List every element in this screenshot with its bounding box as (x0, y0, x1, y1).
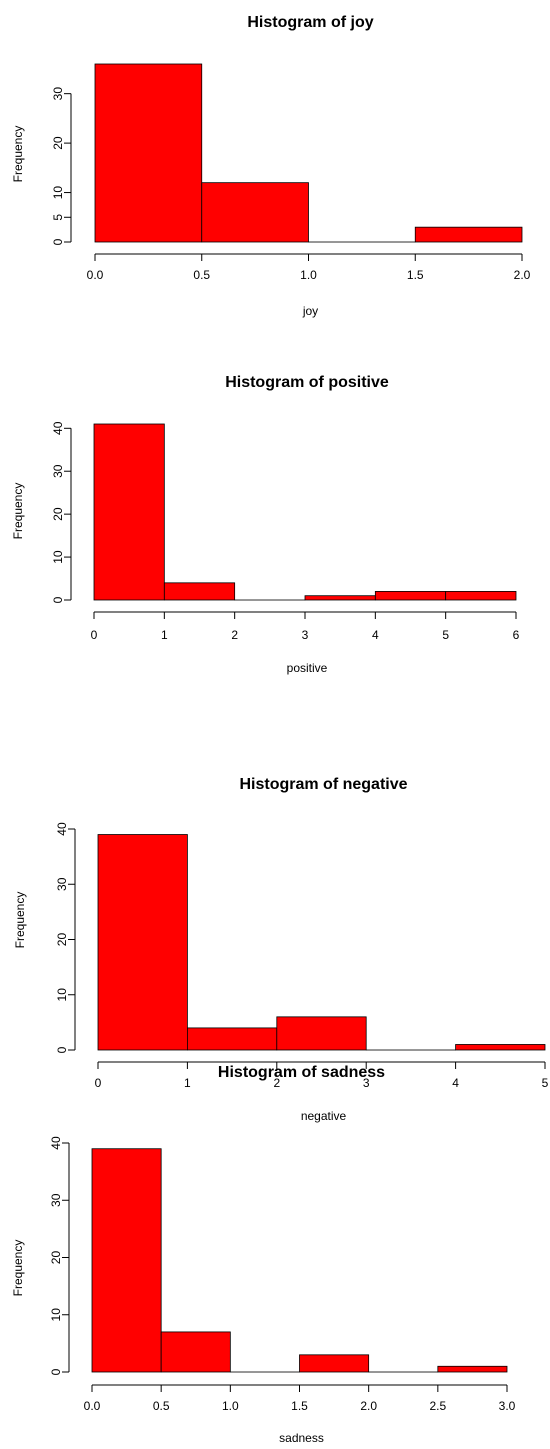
x-tick-label: 6 (513, 628, 520, 642)
y-tick-label: 20 (55, 933, 69, 947)
histogram-bar (414, 226, 523, 243)
histogram-bar (163, 582, 236, 601)
x-axis-label: sadness (279, 1431, 324, 1445)
chart-title: Histogram of joy (247, 14, 373, 31)
y-tick-label: 0 (51, 596, 65, 603)
histogram-bar (91, 1148, 162, 1373)
x-axis-label: joy (302, 304, 318, 318)
x-tick-label: 2.5 (429, 1399, 446, 1413)
x-tick-label: 0 (95, 1076, 102, 1090)
y-tick-label: 10 (51, 550, 65, 564)
x-tick-label: 2 (273, 1076, 280, 1090)
y-tick-label: 20 (49, 1251, 63, 1265)
x-tick-label: 2.0 (514, 268, 531, 282)
x-tick-label: 0.0 (84, 1399, 101, 1413)
y-tick-label: 30 (49, 1193, 63, 1207)
x-tick-label: 1.0 (222, 1399, 239, 1413)
histogram-bar (455, 1044, 546, 1051)
histogram-bar (304, 595, 376, 601)
x-tick-label: 1 (184, 1076, 191, 1090)
x-tick-label: 2.0 (360, 1399, 377, 1413)
y-axis-label: Frequency (11, 1240, 25, 1297)
y-tick-label: 30 (55, 877, 69, 891)
x-tick-label: 3.0 (499, 1399, 516, 1413)
y-tick-label: 20 (51, 136, 65, 150)
y-tick-label: 0 (49, 1368, 63, 1375)
y-tick-label: 20 (51, 507, 65, 521)
x-tick-label: 1 (161, 628, 168, 642)
y-tick-label: 40 (55, 822, 69, 836)
x-tick-label: 1.5 (291, 1399, 308, 1413)
x-tick-label: 5 (542, 1076, 549, 1090)
histogram-bar (374, 591, 447, 601)
chart-title: Histogram of negative (239, 776, 407, 793)
histogram-bar (93, 423, 165, 601)
x-tick-label: 3 (363, 1076, 370, 1090)
x-tick-label: 0.0 (87, 268, 104, 282)
histogram-bar (445, 591, 517, 601)
histogram-bar (276, 1016, 367, 1051)
histogram-bar (97, 834, 188, 1051)
x-tick-label: 4 (372, 628, 379, 642)
y-tick-label: 10 (55, 988, 69, 1002)
y-axis-label: Frequency (13, 892, 27, 949)
y-tick-label: 40 (49, 1136, 63, 1150)
x-tick-label: 1.5 (407, 268, 424, 282)
y-axis-label: Frequency (11, 483, 25, 540)
histogram-bar (160, 1331, 231, 1373)
y-tick-label: 30 (51, 87, 65, 101)
x-tick-label: 4 (452, 1076, 459, 1090)
chart-title: Histogram of positive (225, 374, 389, 391)
y-axis-label: Frequency (11, 126, 25, 183)
chart-title: Histogram of sadness (218, 1064, 385, 1081)
y-tick-label: 0 (55, 1046, 69, 1053)
histogram-bar (437, 1365, 508, 1373)
x-tick-label: 0.5 (153, 1399, 170, 1413)
y-tick-label: 10 (49, 1308, 63, 1322)
y-tick-label: 10 (51, 186, 65, 200)
x-axis-label: negative (301, 1109, 347, 1123)
histogram-bar (201, 182, 309, 243)
x-axis-label: positive (287, 661, 328, 675)
x-tick-label: 0 (91, 628, 98, 642)
x-tick-label: 1.0 (300, 268, 317, 282)
x-tick-label: 0.5 (193, 268, 210, 282)
y-tick-label: 0 (51, 238, 65, 245)
y-tick-label: 5 (51, 214, 65, 221)
histogram-bar (186, 1027, 278, 1051)
x-tick-label: 2 (231, 628, 238, 642)
x-tick-label: 5 (442, 628, 449, 642)
y-tick-label: 40 (51, 421, 65, 435)
y-tick-label: 30 (51, 464, 65, 478)
histogram-bar (299, 1354, 370, 1373)
x-tick-label: 3 (302, 628, 309, 642)
histogram-bar (94, 63, 203, 243)
